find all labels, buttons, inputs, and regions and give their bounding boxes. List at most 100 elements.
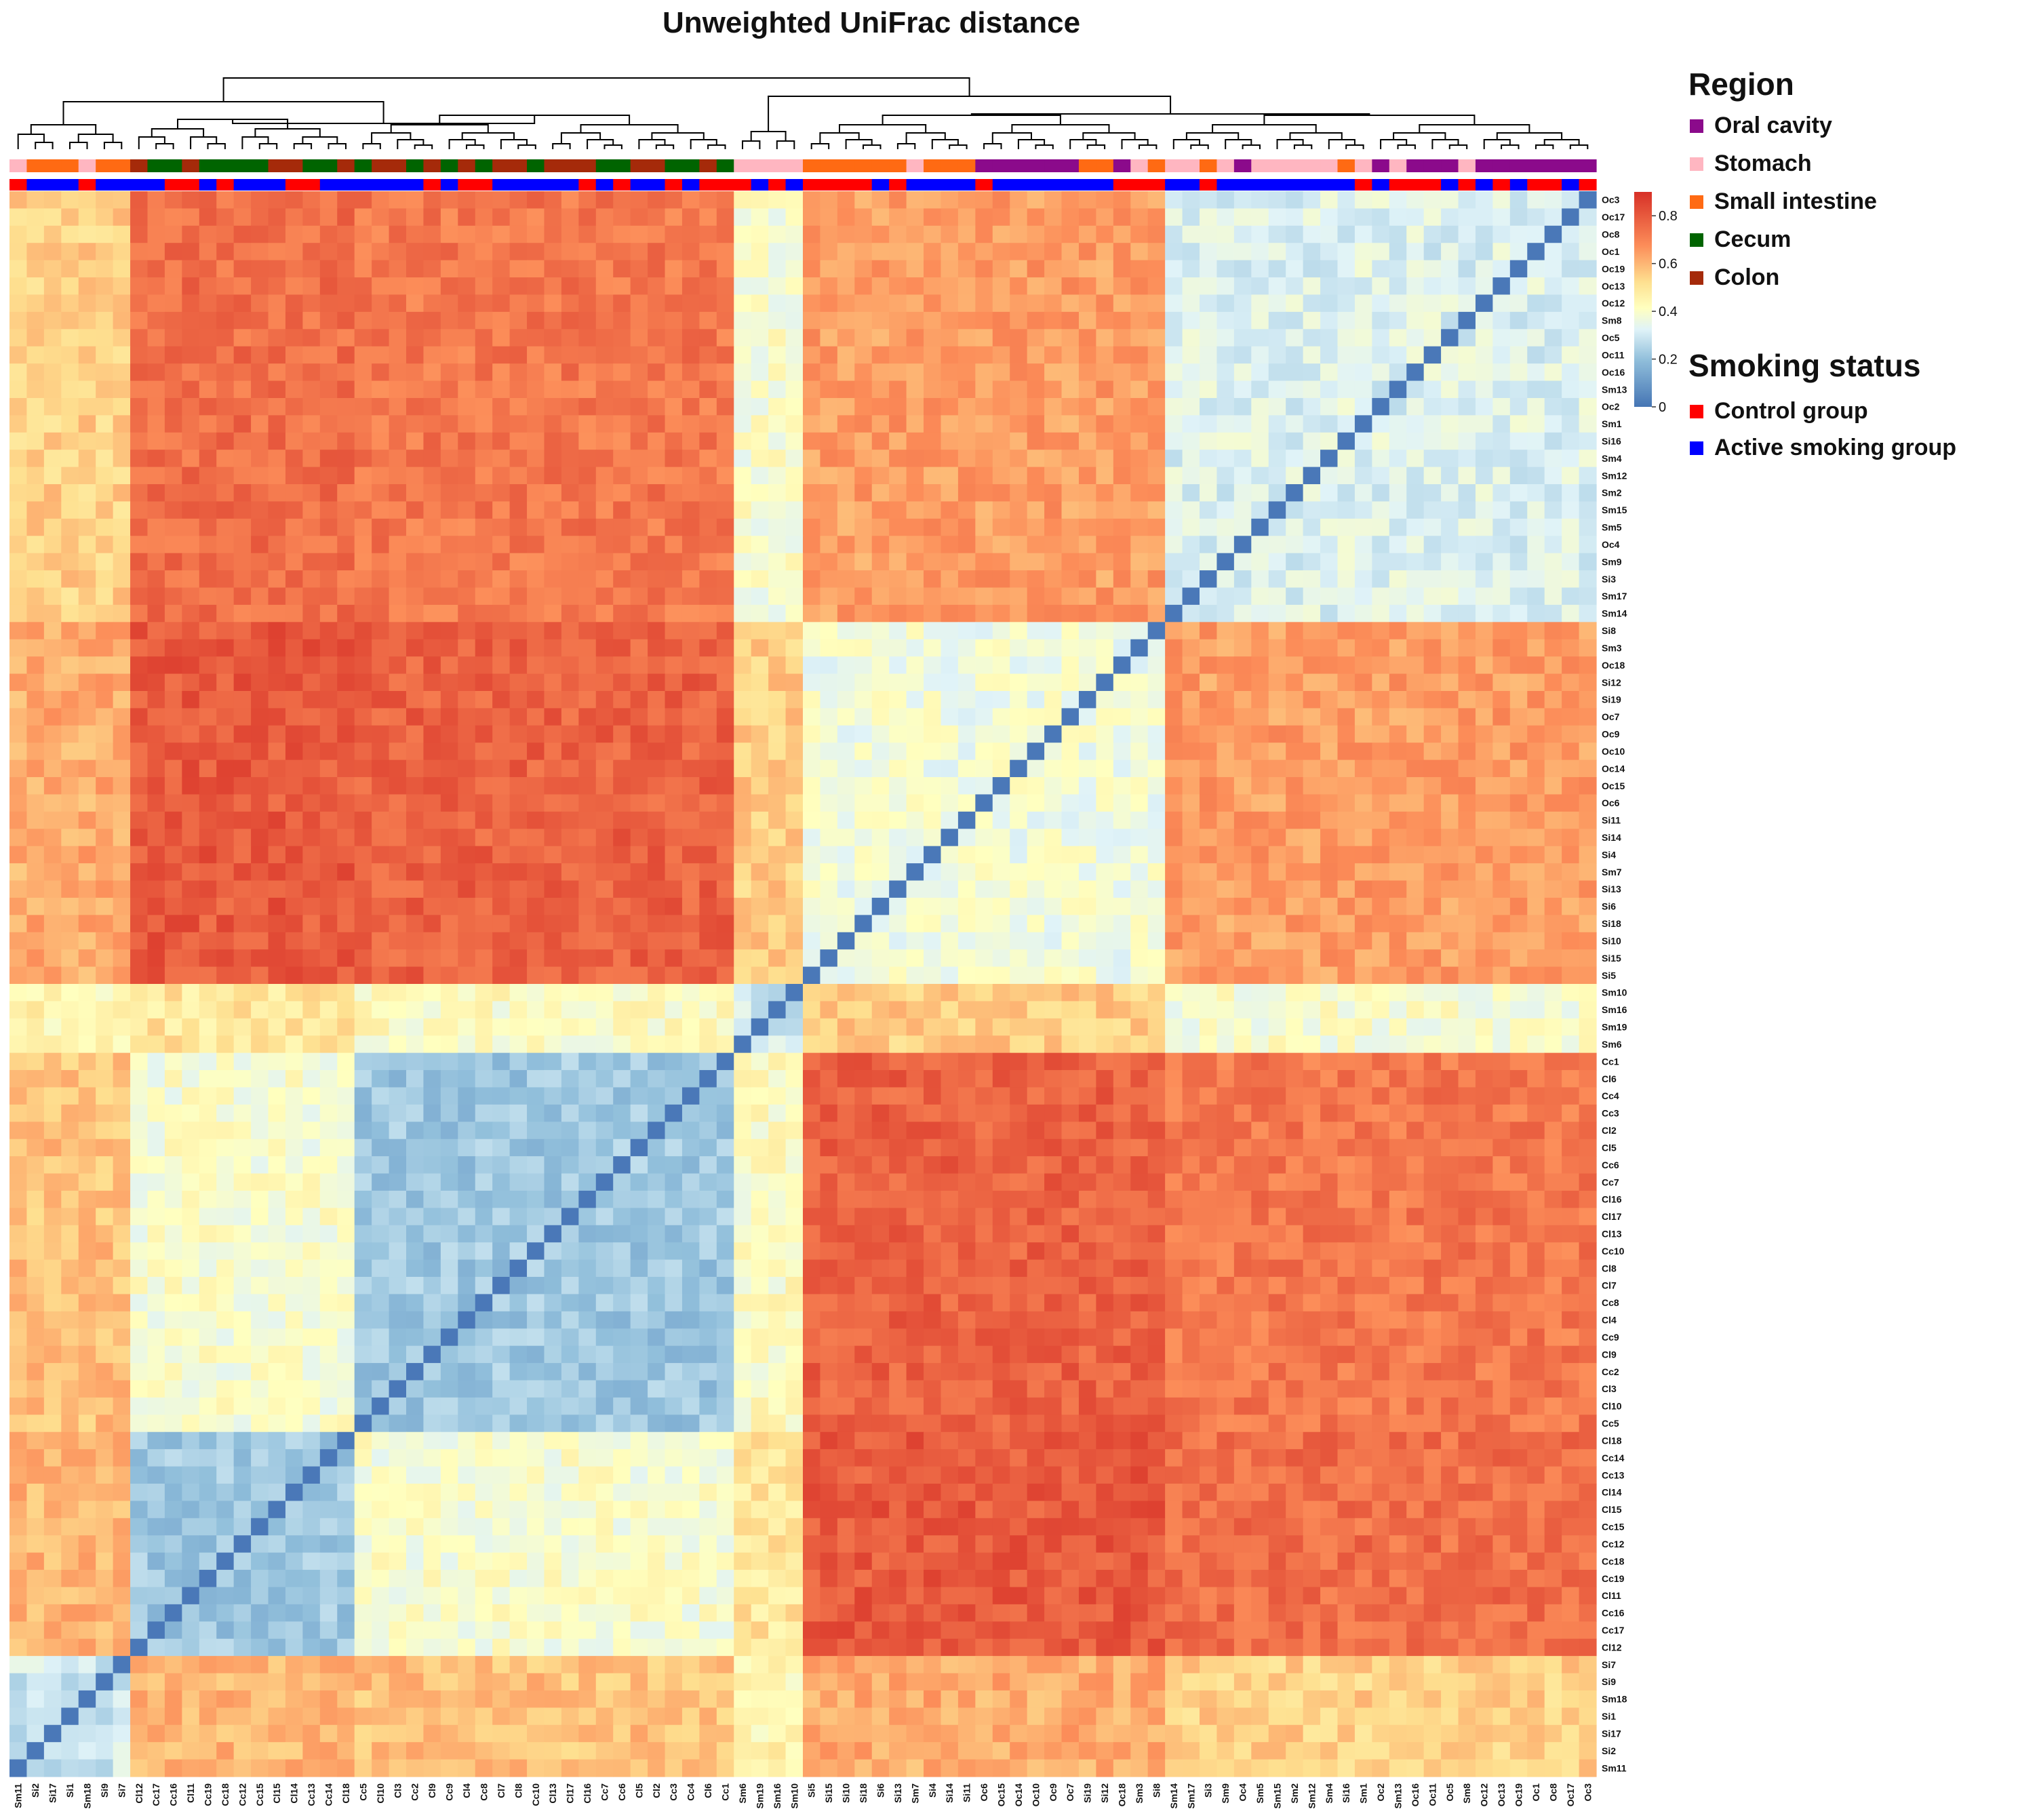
heatmap-cell xyxy=(681,518,700,536)
heatmap-cell xyxy=(302,897,321,915)
heatmap-cell xyxy=(1337,277,1356,296)
heatmap-cell xyxy=(9,639,28,657)
heatmap-cell xyxy=(820,570,838,589)
heatmap-cell xyxy=(372,777,390,795)
smoking-annotation-cell xyxy=(43,179,62,191)
heatmap-cell xyxy=(1286,604,1304,622)
heatmap-cell xyxy=(1251,880,1269,898)
heatmap-cell xyxy=(941,1018,959,1036)
heatmap-cell xyxy=(1078,846,1096,864)
heatmap-cell xyxy=(285,932,303,950)
heatmap-cell xyxy=(1389,311,1407,330)
heatmap-cell xyxy=(113,225,131,243)
heatmap-cell xyxy=(1182,984,1200,1002)
heatmap-cell xyxy=(837,484,855,502)
heatmap-cell xyxy=(992,518,1010,536)
heatmap-cell xyxy=(1027,260,1045,278)
heatmap-cell xyxy=(475,518,493,536)
heatmap-cell xyxy=(337,759,355,778)
heatmap-cell xyxy=(681,846,700,864)
heatmap-cell xyxy=(164,1052,182,1071)
smoking-annotation-cell xyxy=(1147,179,1166,191)
heatmap-cell xyxy=(302,518,321,536)
heatmap-cell xyxy=(492,708,511,726)
heatmap-cell xyxy=(1113,467,1131,485)
heatmap-cell xyxy=(1441,432,1459,450)
heatmap-cell xyxy=(1130,915,1149,933)
heatmap-cell xyxy=(440,432,458,450)
smoking-annotation-cell xyxy=(216,179,235,191)
heatmap-cell xyxy=(992,346,1010,364)
heatmap-cell xyxy=(199,450,217,468)
heatmap-cell xyxy=(1423,311,1442,330)
heatmap-cell xyxy=(302,1001,321,1019)
heatmap-cell xyxy=(113,829,131,847)
heatmap-cell xyxy=(1492,467,1511,485)
heatmap-cell xyxy=(268,690,286,709)
heatmap-cell xyxy=(1579,759,1597,778)
heatmap-cell xyxy=(26,587,45,606)
heatmap-cell xyxy=(1527,690,1545,709)
heatmap-cell xyxy=(1182,415,1200,433)
heatmap-cell xyxy=(1061,1018,1080,1036)
heatmap-cell xyxy=(1562,587,1580,606)
heatmap-cell xyxy=(199,759,217,778)
heatmap-cell xyxy=(1458,329,1476,347)
heatmap-cell xyxy=(406,811,424,829)
heatmap-cell xyxy=(1389,191,1407,210)
heatmap-cell xyxy=(1579,846,1597,864)
heatmap-cell xyxy=(595,725,614,743)
heatmap-cell xyxy=(1389,690,1407,709)
heatmap-cell xyxy=(1527,622,1545,640)
heatmap-cell xyxy=(1441,673,1459,692)
heatmap-cell xyxy=(1303,829,1321,847)
heatmap-cell xyxy=(1372,380,1390,399)
heatmap-cell xyxy=(906,794,924,812)
heatmap-cell xyxy=(113,363,131,382)
heatmap-cell xyxy=(1509,690,1528,709)
heatmap-cell xyxy=(1268,432,1286,450)
heatmap-cell xyxy=(578,1052,597,1071)
heatmap-cell xyxy=(78,260,96,278)
heatmap-cell xyxy=(216,536,235,554)
heatmap-cell xyxy=(544,759,562,778)
heatmap-cell xyxy=(1096,1001,1114,1019)
heatmap-cell xyxy=(975,191,993,210)
heatmap-cell xyxy=(96,759,114,778)
region-annotation-cell xyxy=(595,159,614,172)
heatmap-cell xyxy=(1320,690,1339,709)
heatmap-cell xyxy=(43,450,62,468)
heatmap-cell xyxy=(561,984,579,1002)
heatmap-cell xyxy=(1354,518,1372,536)
heatmap-cell xyxy=(1579,897,1597,915)
heatmap-cell xyxy=(957,863,976,882)
heatmap-cell xyxy=(147,897,165,915)
heatmap-cell xyxy=(1096,518,1114,536)
heatmap-cell xyxy=(1096,811,1114,829)
heatmap-cell xyxy=(1200,432,1218,450)
dendrogram-branch xyxy=(1242,144,1261,149)
heatmap-cell xyxy=(1044,1001,1063,1019)
heatmap-cell xyxy=(665,846,683,864)
heatmap-cell xyxy=(130,708,149,726)
heatmap-cell xyxy=(527,1035,545,1054)
heatmap-cell xyxy=(1251,570,1269,589)
heatmap-cell xyxy=(785,553,804,571)
heatmap-cell xyxy=(1165,260,1183,278)
heatmap-cell xyxy=(1441,346,1459,364)
heatmap-cell xyxy=(509,639,528,657)
heatmap-cell xyxy=(43,243,62,261)
heatmap-cell xyxy=(1286,915,1304,933)
heatmap-cell xyxy=(1216,553,1235,571)
heatmap-cell xyxy=(941,243,959,261)
heatmap-cell xyxy=(440,656,458,675)
heatmap-cell xyxy=(337,777,355,795)
heatmap-cell xyxy=(924,294,942,313)
heatmap-cell xyxy=(561,467,579,485)
heatmap-cell xyxy=(251,708,269,726)
heatmap-cell xyxy=(1061,915,1080,933)
heatmap-cell xyxy=(492,536,511,554)
heatmap-cell xyxy=(164,432,182,450)
heatmap-cell xyxy=(9,484,28,502)
heatmap-cell xyxy=(1200,708,1218,726)
